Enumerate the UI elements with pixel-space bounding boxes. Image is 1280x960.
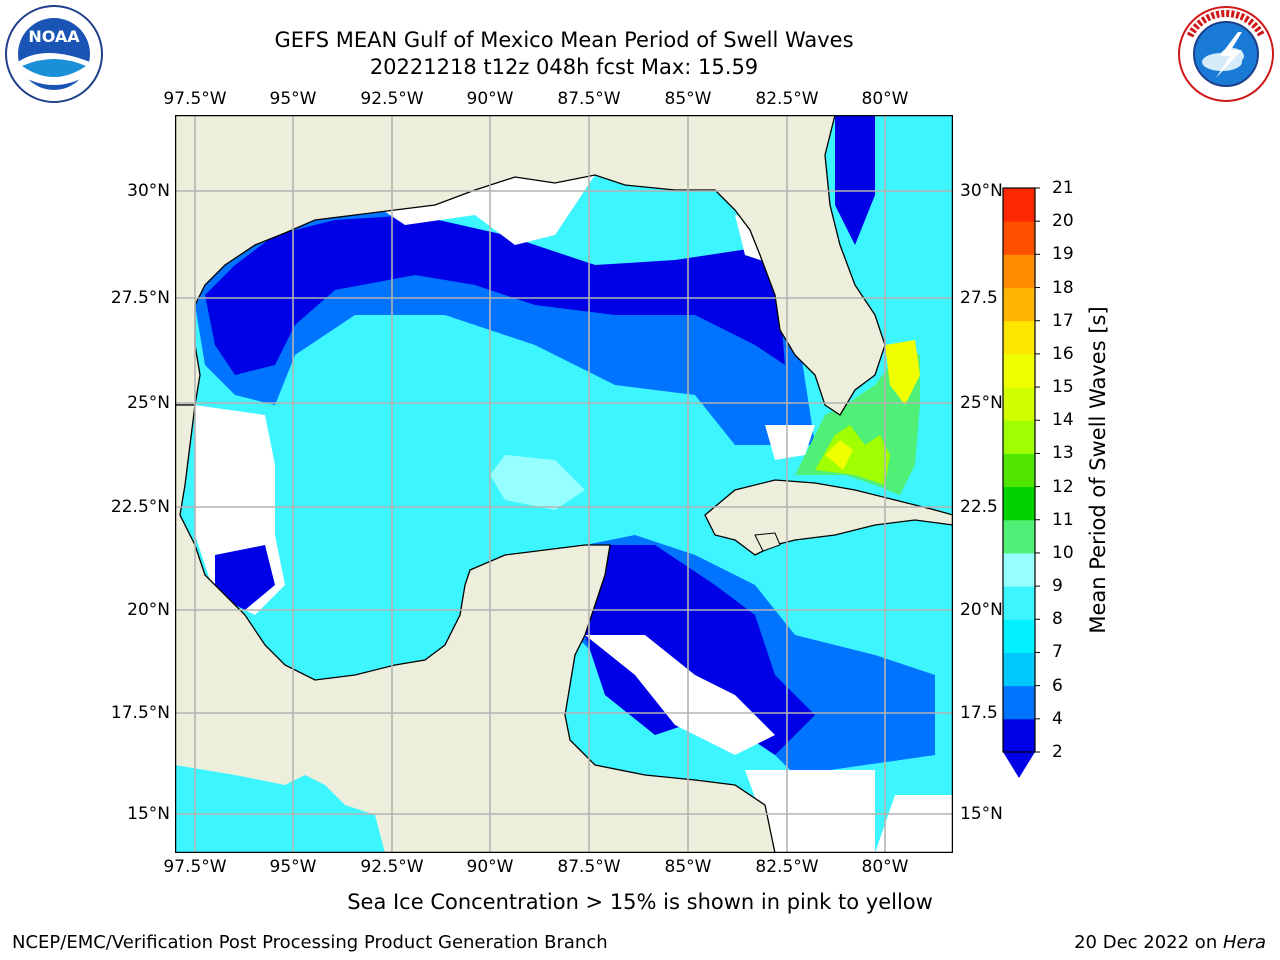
- colorbar-swatch: [1003, 486, 1035, 521]
- land-us: [175, 115, 886, 416]
- colorbar-tick-label: 4: [1052, 708, 1063, 729]
- lat-tick-left: 15°N: [127, 804, 170, 824]
- lat-tick-left: 30°N: [127, 181, 170, 201]
- colorbar-swatch: [1003, 619, 1035, 653]
- colorbar-tick-label: 15: [1052, 377, 1074, 398]
- lon-tick-top: 95°W: [269, 89, 317, 109]
- lon-tick-top: 90°W: [466, 89, 514, 109]
- lon-tick-bottom: 82.5°W: [755, 857, 819, 877]
- no-data-southeast: [875, 795, 953, 853]
- pacific-ocean-patch: [175, 765, 385, 853]
- pale-cyan-patch: [490, 455, 585, 510]
- lat-tick-right: 27.5: [960, 288, 998, 308]
- lat-tick-left: 27.5°N: [110, 288, 170, 308]
- graticule: [175, 115, 953, 853]
- lon-tick-bottom: 95°W: [269, 857, 317, 877]
- swell-period-map: [175, 115, 953, 853]
- lat-tick-right: 15°N: [960, 804, 1003, 824]
- lat-tick-right: 20°N: [960, 600, 1003, 620]
- lon-tick-bottom: 92.5°W: [360, 857, 424, 877]
- high-period-lime: [815, 425, 890, 485]
- colorbar-tick-label: 8: [1052, 609, 1063, 630]
- colorbar-swatch: [1003, 519, 1035, 554]
- deep-blue-pocket: [215, 545, 275, 610]
- lat-tick-left: 20°N: [127, 600, 170, 620]
- lon-tick-top: 85°W: [664, 89, 712, 109]
- footer-date: 20 Dec 2022 on Hera: [1074, 932, 1266, 953]
- colorbar-swatch: [1003, 221, 1035, 255]
- lon-tick-bottom: 80°W: [861, 857, 909, 877]
- lat-tick-left: 22.5°N: [110, 497, 170, 517]
- colorbar-tick-label: 14: [1052, 410, 1074, 431]
- colorbar-tick-label: 12: [1052, 476, 1074, 497]
- colorbar-swatch: [1003, 188, 1035, 222]
- colorbar-tick-label: 18: [1052, 277, 1074, 298]
- colorbar-tick-label: 9: [1052, 576, 1063, 597]
- land-mexico-central-america: [175, 404, 776, 853]
- lon-tick-bottom: 87.5°W: [557, 857, 621, 877]
- colorbar-tick-label: 19: [1052, 244, 1074, 265]
- colorbar-swatch: [1003, 718, 1035, 753]
- lat-tick-right: 22.5: [960, 497, 998, 517]
- sea-ice-caption: Sea Ice Concentration > 15% is shown in …: [347, 890, 933, 914]
- colorbar-tick-label: 16: [1052, 343, 1074, 364]
- atlantic-deep-strip: [835, 115, 875, 245]
- land-isle-of-youth: [754, 532, 781, 552]
- lon-tick-top: 80°W: [861, 89, 909, 109]
- colorbar-swatch: [1003, 320, 1035, 355]
- svg-text:NOAA: NOAA: [28, 27, 80, 46]
- colorbar-tick-label: 13: [1052, 443, 1074, 464]
- chart-subtitle: 20221218 t12z 048h fcst Max: 15.59: [369, 55, 759, 79]
- shelf-deep-blue: [205, 215, 785, 375]
- high-period-yellow: [825, 440, 853, 470]
- caribbean-deep-blue: [585, 545, 815, 755]
- lat-tick-left: 17.5°N: [110, 703, 170, 723]
- colorbar-tick-label: 10: [1052, 542, 1074, 563]
- footer-credit: NCEP/EMC/Verification Post Processing Pr…: [12, 932, 608, 953]
- map-frame: [175, 115, 953, 853]
- colorbar-swatch: [1003, 652, 1035, 687]
- footer-host: Hera: [1222, 932, 1266, 953]
- lon-tick-top: 82.5°W: [755, 89, 819, 109]
- lon-tick-top: 87.5°W: [557, 89, 621, 109]
- colorbar-tick-label: 2: [1052, 742, 1063, 762]
- colorbar-swatch: [1003, 387, 1035, 421]
- nws-logo-icon: [1178, 6, 1274, 102]
- lon-tick-bottom: 90°W: [466, 857, 514, 877]
- colorbar-swatch: [1003, 254, 1035, 289]
- colorbar-swatch: [1003, 685, 1035, 720]
- colorbar-swatch: [1003, 420, 1035, 454]
- colorbar-tick-label: 21: [1052, 178, 1074, 198]
- colorbar-swatch: [1003, 586, 1035, 620]
- no-data-keys: [765, 425, 815, 460]
- high-period-yellow: [885, 340, 920, 405]
- no-data-caribbean: [585, 635, 775, 755]
- colorbar-tick-label: 11: [1052, 509, 1074, 530]
- colorbar-swatch: [1003, 353, 1035, 388]
- colorbar-title: Mean Period of Swell Waves [s]: [1086, 306, 1110, 634]
- noaa-logo-icon: NOAA: [5, 5, 103, 103]
- lon-tick-bottom: 85°W: [664, 857, 712, 877]
- lon-tick-top: 97.5°W: [163, 89, 227, 109]
- no-data-honduras-coast: [745, 770, 875, 853]
- chart-title: GEFS MEAN Gulf of Mexico Mean Period of …: [274, 28, 854, 52]
- colorbar-swatch: [1003, 287, 1035, 322]
- lat-tick-left: 25°N: [127, 393, 170, 413]
- lon-tick-bottom: 97.5°W: [163, 857, 227, 877]
- colorbar: [1002, 187, 1040, 778]
- colorbar-tick-label: 6: [1052, 675, 1063, 696]
- lat-tick-right: 30°N: [960, 181, 1003, 201]
- lat-tick-right: 25°N: [960, 393, 1003, 413]
- colorbar-tick-label: 17: [1052, 310, 1074, 331]
- colorbar-tick-label: 7: [1052, 642, 1063, 663]
- lat-tick-right: 17.5: [960, 703, 998, 723]
- colorbar-tick-label: 20: [1052, 211, 1074, 232]
- footer-date-text: 20 Dec 2022 on: [1074, 932, 1223, 953]
- colorbar-extend-min: [1003, 752, 1035, 778]
- colorbar-swatch: [1003, 552, 1035, 587]
- lon-tick-top: 92.5°W: [360, 89, 424, 109]
- colorbar-swatch: [1003, 453, 1035, 488]
